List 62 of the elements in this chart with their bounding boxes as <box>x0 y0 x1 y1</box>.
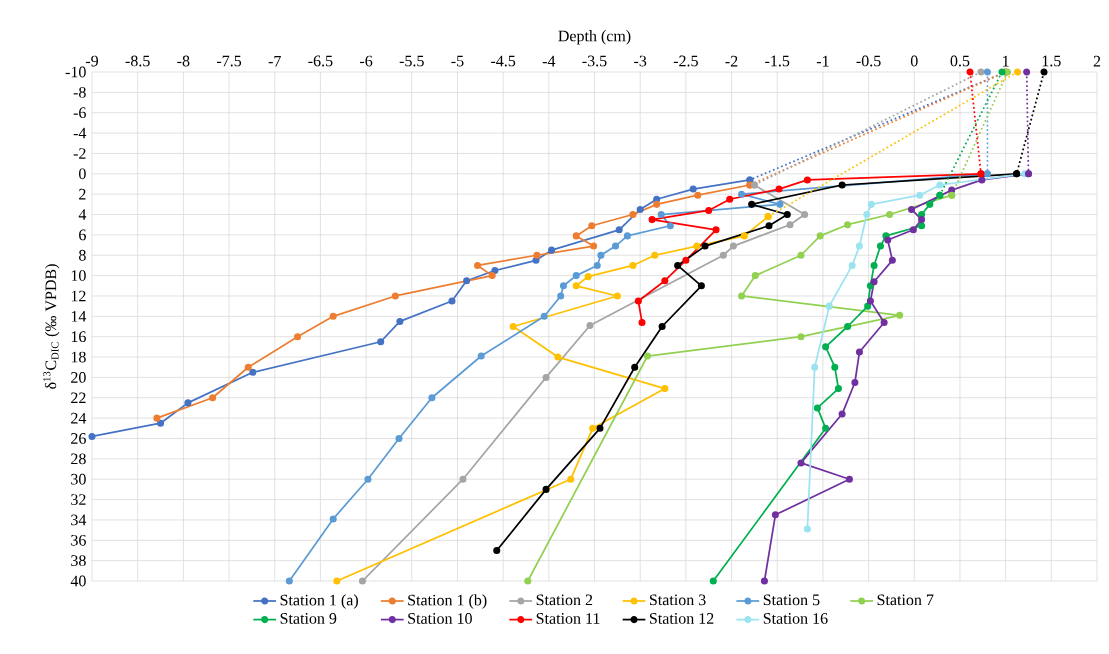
x-tick-label: -7.5 <box>216 55 242 67</box>
x-tick-label: -5 <box>451 55 464 67</box>
x-tick-label: -8 <box>177 55 190 67</box>
x-tick-label: -6 <box>360 55 373 67</box>
legend-label: Station 16 <box>763 613 828 624</box>
y-tick-label: 0 <box>79 168 86 180</box>
y-axis-title: δ$^{13}$C$_{DIC}$ (‰ VPDB) <box>43 264 60 389</box>
y-tick-label: -4 <box>73 127 87 139</box>
y-tick-label: -10 <box>65 66 86 78</box>
legend-label: Station 1 (a) <box>280 594 358 609</box>
x-tick-label: -4.5 <box>491 55 516 67</box>
y-tick-label: -8 <box>73 86 86 98</box>
x-axis-title: Depth (cm) <box>558 30 631 45</box>
y-tick-label: 4 <box>78 209 87 220</box>
x-tick-label: -5.5 <box>399 55 424 67</box>
legend-label: Station 12 <box>649 613 714 624</box>
y-tick-label: 6 <box>79 229 86 241</box>
x-tick-label: -6.5 <box>308 55 333 67</box>
y-tick-label: 10 <box>71 270 86 281</box>
x-tick-label: -1.5 <box>765 55 790 67</box>
y-tick-label: 8 <box>79 249 86 261</box>
y-tick-label: 22 <box>71 392 86 404</box>
x-tick-label: -1 <box>816 55 829 67</box>
x-tick-label: -4 <box>542 55 556 67</box>
y-tick-label: 38 <box>71 555 86 567</box>
y-tick-label: 34 <box>71 514 87 526</box>
legend-label: Station 1 (b) <box>408 594 487 609</box>
x-tick-label: 0 <box>910 55 918 67</box>
x-tick-label: -0.5 <box>856 55 881 67</box>
x-tick-label: -7 <box>268 55 281 67</box>
y-tick-label: 18 <box>71 351 86 363</box>
y-tick-label: 2 <box>79 188 86 200</box>
y-tick-label: 12 <box>71 290 86 302</box>
y-tick-label: -2 <box>73 148 86 159</box>
y-tick-label: 32 <box>71 494 86 505</box>
legend-label: Station 2 <box>536 594 593 606</box>
y-tick-label: 40 <box>70 575 86 587</box>
legend-label: Station 10 <box>408 613 472 624</box>
y-tick-label: 24 <box>71 412 87 424</box>
x-tick-label: -2.5 <box>673 55 698 67</box>
legend-label: Station 11 <box>536 613 600 624</box>
legend-label: Station 3 <box>649 594 706 606</box>
x-tick-label: 1.5 <box>1042 55 1061 67</box>
legend-label: Station 5 <box>763 594 820 606</box>
y-tick-label: 14 <box>71 311 87 322</box>
x-tick-label: -3 <box>634 55 647 67</box>
y-tick-label: 20 <box>71 372 86 383</box>
x-tick-label: -2 <box>725 55 738 67</box>
y-tick-label: 36 <box>71 534 86 546</box>
y-tick-label: 26 <box>71 433 86 444</box>
legend-label: Station 9 <box>280 613 337 624</box>
x-tick-label: 2 <box>1093 55 1101 67</box>
y-tick-label: 16 <box>71 331 86 343</box>
x-tick-label: -9 <box>85 55 99 67</box>
x-tick-label: 1 <box>1003 55 1009 67</box>
y-tick-label: -6 <box>73 107 86 119</box>
y-tick-label: 30 <box>71 473 86 485</box>
legend-label: Station 7 <box>877 594 934 606</box>
x-tick-label: 0.5 <box>950 55 970 67</box>
x-tick-label: -3.5 <box>582 55 607 67</box>
y-tick-label: 28 <box>71 453 86 465</box>
x-tick-label: -8.5 <box>125 55 150 67</box>
